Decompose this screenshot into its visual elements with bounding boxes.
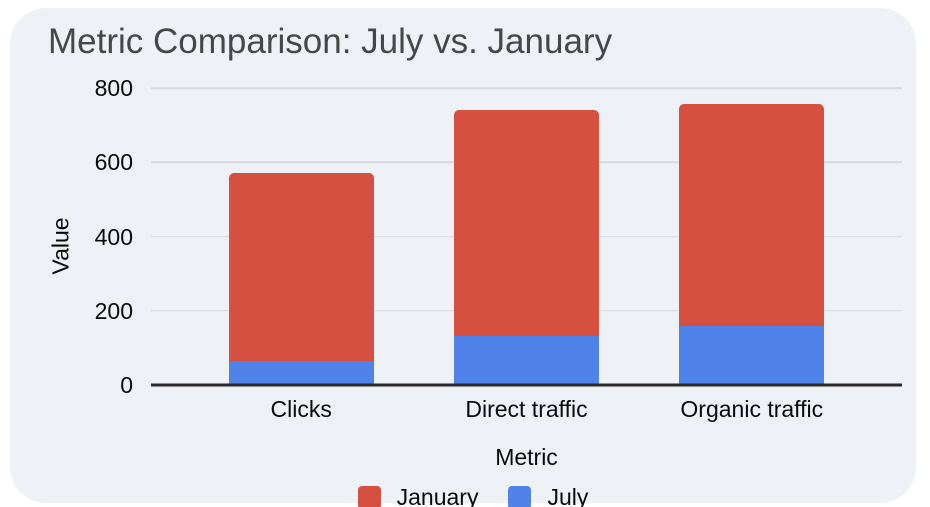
chart-card: Metric Comparison: July vs. January Valu…: [10, 8, 916, 507]
bar-segment-january-direct-traffic[interactable]: [454, 109, 599, 336]
legend-swatch-january: [357, 485, 381, 507]
bar-organic-traffic[interactable]: [679, 103, 825, 385]
x-tick-label-organic-traffic: Organic traffic: [680, 396, 824, 422]
bar-direct-traffic[interactable]: [454, 109, 599, 385]
x-axis-title: Metric: [495, 444, 558, 470]
legend-label-july: July: [547, 484, 589, 507]
legend: January July: [20, 485, 926, 507]
legend-item-july[interactable]: July: [508, 485, 588, 507]
legend-item-january[interactable]: January: [357, 484, 479, 507]
legend-swatch-july: [508, 485, 532, 507]
bar-segment-january-clicks[interactable]: [228, 173, 374, 362]
legend-label-january: January: [396, 484, 479, 507]
x-tick-label-clicks: Clicks: [270, 396, 332, 422]
bar-segment-january-organic-traffic[interactable]: [679, 103, 825, 327]
gridline-800: [151, 87, 902, 89]
bar-segment-july-direct-traffic[interactable]: [454, 336, 599, 385]
x-axis-baseline: [151, 383, 902, 387]
plot-area: 0 200 400 600 800 Clicks Direct traffic Organic…: [95, 75, 902, 422]
x-tick-label-direct-traffic: Direct traffic: [465, 396, 588, 422]
bar-clicks[interactable]: [228, 173, 374, 385]
chart-title: Metric Comparison: July vs. January: [48, 22, 613, 61]
bar-segment-july-organic-traffic[interactable]: [679, 326, 825, 385]
y-tick-label-400: 400: [94, 223, 133, 250]
bar-segment-july-clicks[interactable]: [228, 361, 374, 385]
y-tick-label-200: 200: [94, 297, 133, 324]
y-tick-label-0: 0: [120, 372, 133, 398]
y-tick-label-800: 800: [94, 75, 133, 101]
y-tick-label-600: 600: [94, 149, 133, 176]
